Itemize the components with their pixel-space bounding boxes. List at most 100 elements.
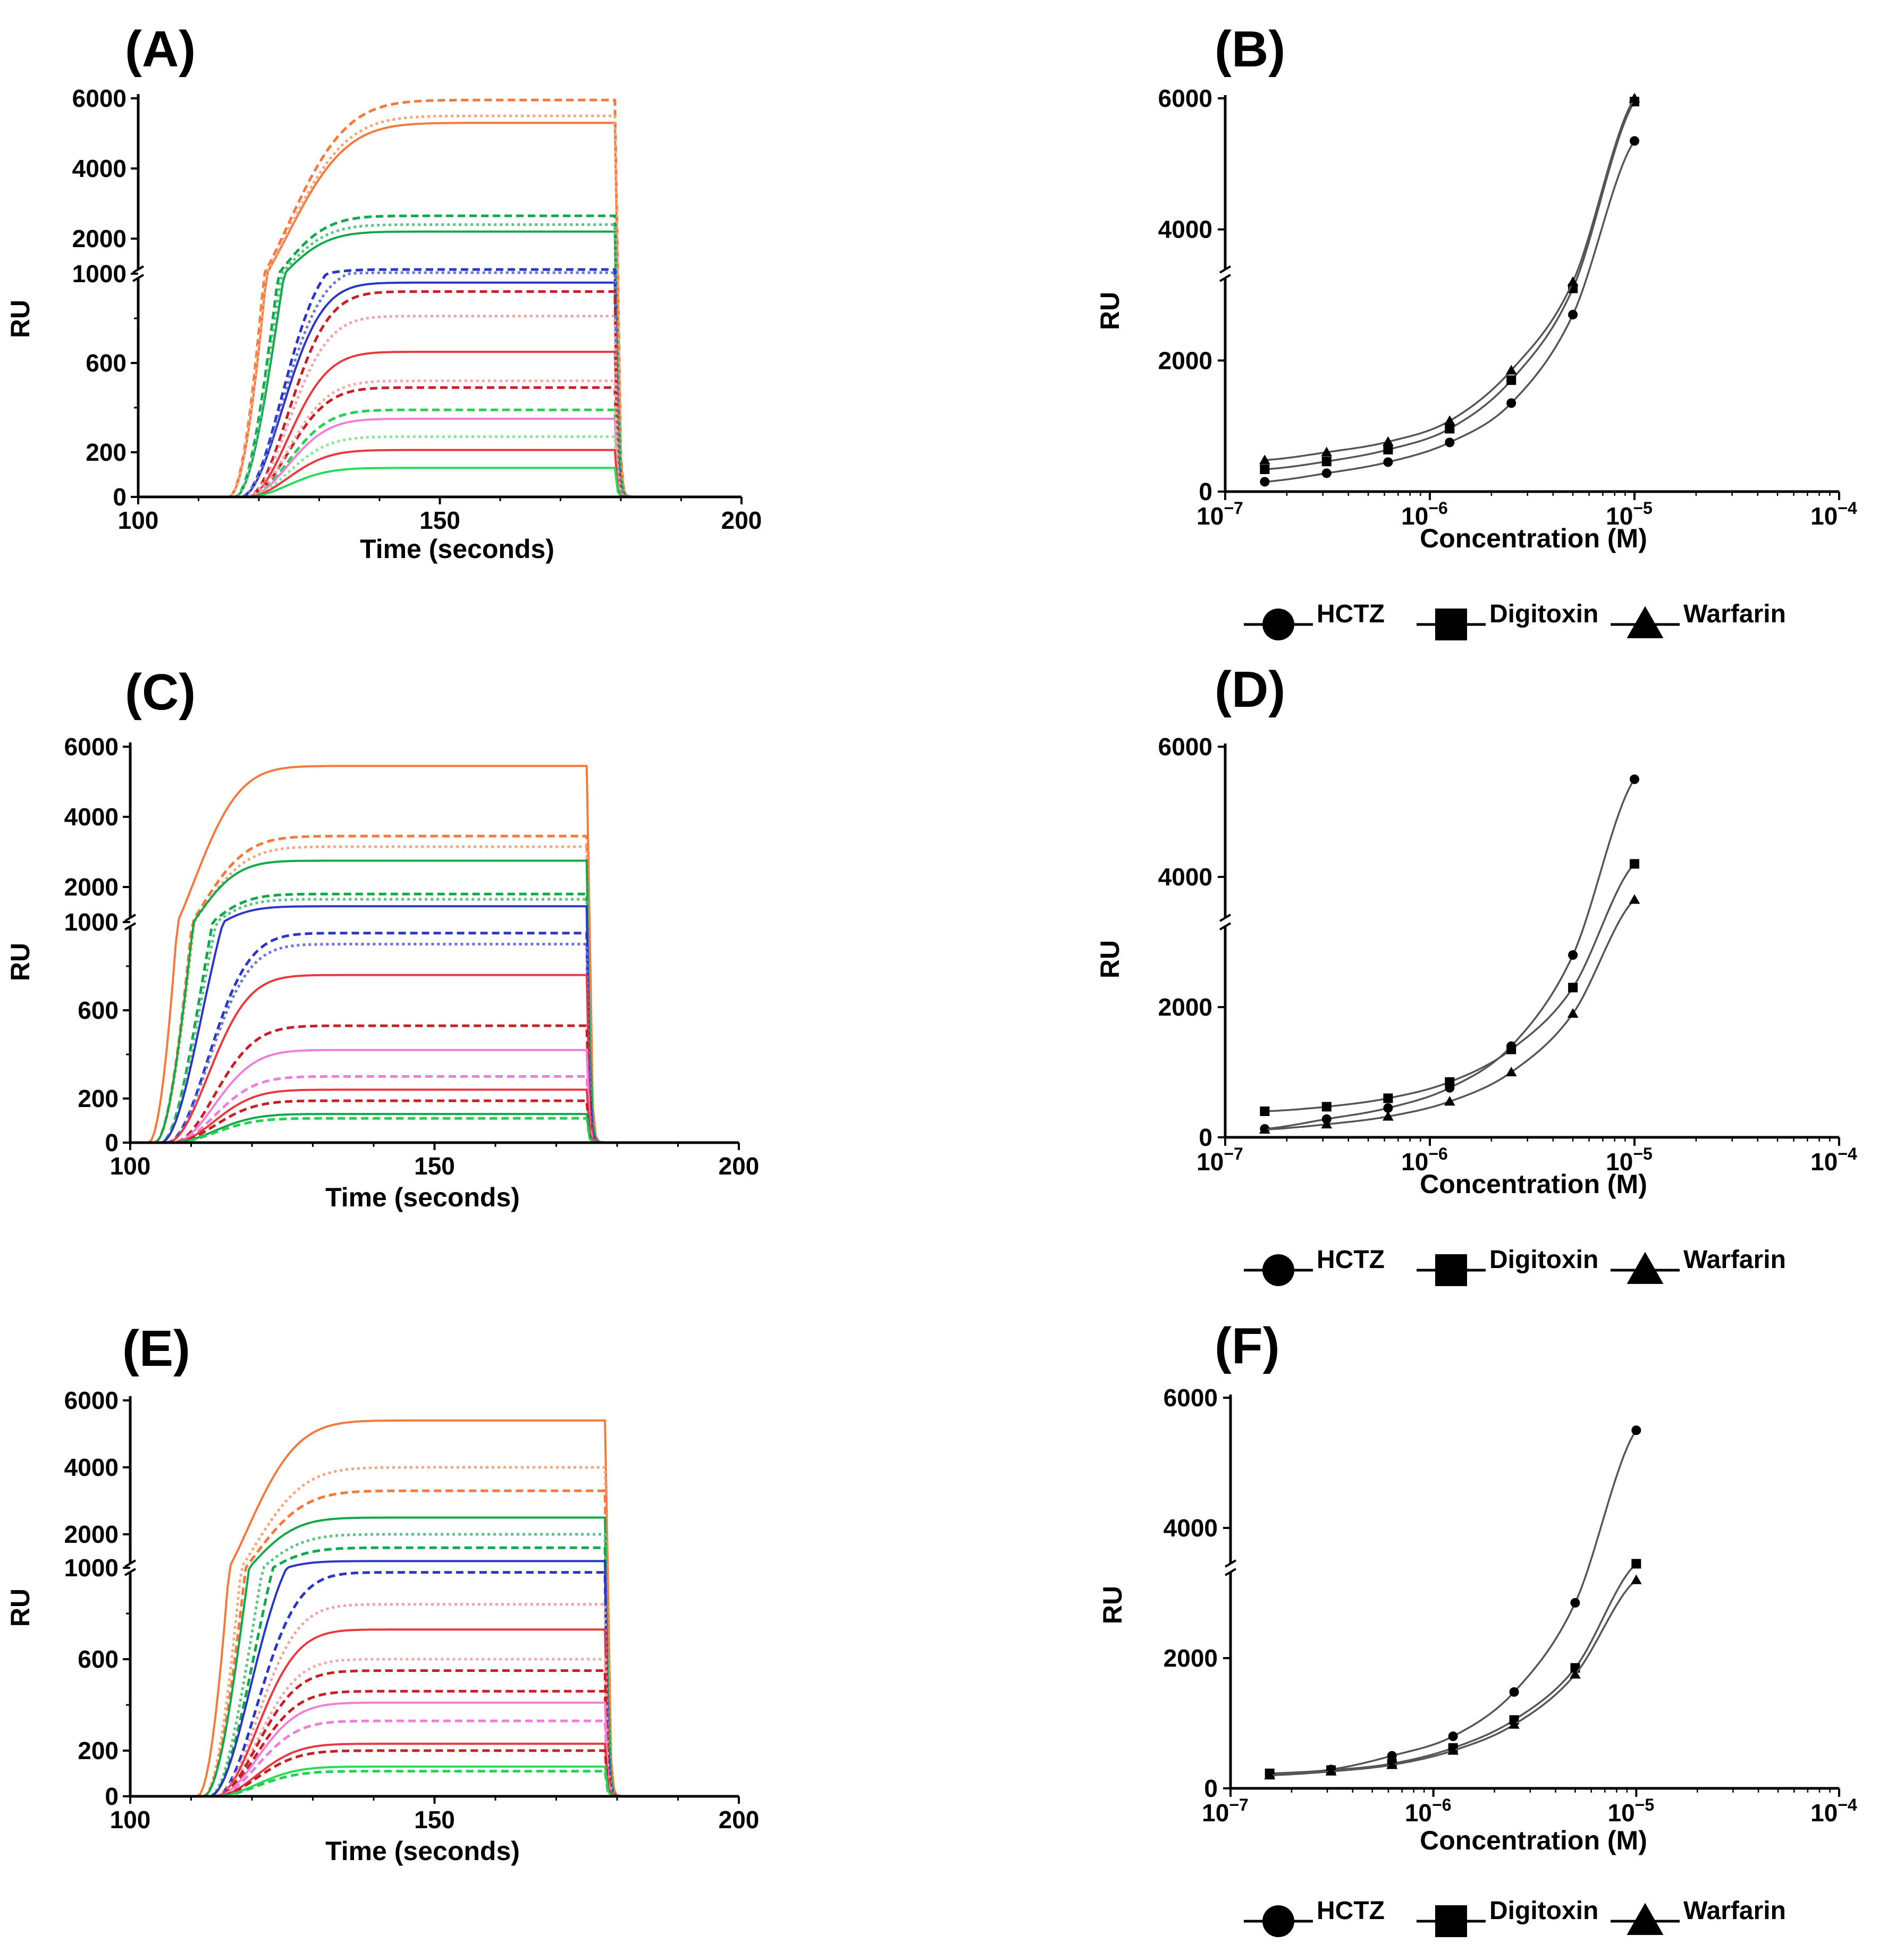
x-tick-label: 10−6: [1405, 1795, 1452, 1827]
data-point: [1631, 1425, 1641, 1435]
series-line-8: [138, 268, 742, 499]
y-tick-label: 1000: [64, 908, 119, 936]
data-point: [1509, 1719, 1520, 1729]
data-point: [1506, 398, 1516, 408]
y-tick-label: 6000: [64, 1387, 119, 1414]
legend-label: Digitoxin: [1489, 600, 1598, 628]
data-point: [1630, 136, 1639, 146]
fit-curve: [1265, 863, 1636, 1112]
series-warfarin: [1259, 894, 1640, 1134]
data-point: [1383, 1111, 1394, 1121]
data-point: [1630, 774, 1639, 784]
series-warfarin: [1264, 1574, 1642, 1780]
data-point: [1260, 464, 1270, 475]
y-tick-label: 600: [78, 996, 119, 1024]
axis-break-mark: [132, 265, 145, 274]
series-line-14: [138, 408, 742, 499]
y-tick-label: 0: [1199, 478, 1212, 505]
y-tick-label: 6000: [64, 733, 119, 761]
y-tick-label: 2000: [1158, 993, 1212, 1021]
axis-break-mark: [1224, 1559, 1237, 1568]
y-axis-label: RU: [5, 300, 35, 338]
data-point: [1264, 1770, 1276, 1780]
x-axis-label: Time (seconds): [325, 1836, 520, 1866]
sensorgram-curves: [130, 765, 739, 1144]
data-point: [1447, 1745, 1459, 1755]
legend: HCTZ Digitoxin Warfarin: [1244, 1897, 1786, 1937]
axis-break-mark: [1219, 922, 1232, 931]
y-tick-label: 2000: [1164, 1644, 1218, 1672]
legend-item-warfarin: Warfarin: [1611, 1246, 1786, 1284]
data-point: [1321, 1102, 1332, 1112]
y-tick-label: 4000: [64, 1454, 119, 1481]
series-line-4: [130, 859, 739, 1144]
x-tick-label: 10−7: [1197, 499, 1243, 530]
series-line-1: [138, 122, 742, 498]
legend-item-hctz: HCTZ: [1244, 1897, 1385, 1937]
square-marker-icon: [1435, 609, 1467, 640]
panel-label: (F): [1215, 1317, 1280, 1374]
series-line-9: [138, 271, 742, 499]
x-tick-label: 150: [414, 1806, 455, 1834]
x-tick-label: 100: [110, 1152, 151, 1180]
y-tick-label: 6000: [72, 85, 127, 112]
data-point: [1260, 477, 1270, 487]
data-point: [1387, 1751, 1397, 1761]
panel-label: (D): [1215, 661, 1285, 718]
y-axis-label: RU: [5, 943, 35, 981]
legend-label: Warfarin: [1683, 1897, 1786, 1925]
y-tick-label: 4000: [64, 803, 119, 831]
y-tick-label: 2000: [1158, 347, 1212, 374]
axis-break-mark: [1219, 274, 1232, 282]
data-point: [1506, 1044, 1516, 1054]
data-point: [1505, 365, 1517, 375]
x-tick-label: 10−7: [1202, 1795, 1249, 1827]
circle-marker-icon: [1262, 1254, 1294, 1286]
series-line-6: [138, 223, 742, 499]
data-point: [1444, 1096, 1455, 1106]
legend-item-hctz: HCTZ: [1244, 600, 1385, 640]
y-tick-label: 1000: [64, 1554, 119, 1582]
x-tick-label: 10−4: [1810, 1144, 1857, 1176]
x-axis-label: Time (seconds): [360, 534, 554, 564]
panel-label: (B): [1215, 21, 1285, 78]
triangle-marker-icon: [1627, 606, 1664, 638]
x-tick-label: 10−5: [1606, 499, 1653, 530]
series-digitoxin: [1260, 859, 1639, 1116]
y-tick-label: 0: [105, 1129, 119, 1156]
y-tick-label: 2000: [64, 1520, 119, 1548]
sensorgram-curves: [130, 1419, 739, 1798]
data-point: [1568, 983, 1578, 993]
series-line-13: [130, 1075, 739, 1144]
axis-break-mark: [124, 914, 137, 922]
data-point: [1383, 457, 1393, 467]
series-line-12: [130, 1669, 739, 1798]
series-line-13: [138, 386, 742, 499]
triangle-marker-icon: [1627, 1903, 1664, 1935]
series-line-18: [138, 449, 742, 498]
series-line-11: [138, 290, 742, 499]
series-line-3: [138, 114, 742, 499]
data-point: [1506, 375, 1516, 385]
data-point: [1445, 1077, 1455, 1087]
legend-label: Warfarin: [1683, 600, 1786, 628]
square-marker-icon: [1435, 1254, 1467, 1286]
y-axis-label: RU: [1098, 1586, 1127, 1624]
panel-c: (C) 0 200 600 1000 2000 4000 6000 100 150 200 Time …: [5, 664, 759, 1212]
panel-e: (E) 0 200 600 1000 2000 4000 6000 100 150 200 Time …: [5, 1320, 759, 1866]
legend-item-warfarin: Warfarin: [1611, 600, 1786, 638]
y-tick-label: 0: [113, 483, 127, 511]
x-tick-label: 150: [414, 1152, 455, 1180]
legend-label: Warfarin: [1683, 1246, 1786, 1274]
panel-label: (E): [122, 1320, 190, 1377]
data-point: [1444, 415, 1455, 425]
y-tick-label: 2000: [64, 873, 119, 901]
data-point: [1325, 1765, 1337, 1776]
legend-item-digitoxin: Digitoxin: [1417, 1246, 1598, 1286]
x-tick-label: 200: [719, 1806, 760, 1834]
panel-d: (D) 0 2000 4000 6000 10−7 10−6 10−5 10−4 Concentr…: [1095, 661, 1857, 1286]
y-tick-label: 4000: [72, 155, 127, 182]
y-tick-label: 200: [86, 438, 127, 466]
legend-label: HCTZ: [1317, 1246, 1385, 1274]
data-point: [1509, 1687, 1519, 1697]
